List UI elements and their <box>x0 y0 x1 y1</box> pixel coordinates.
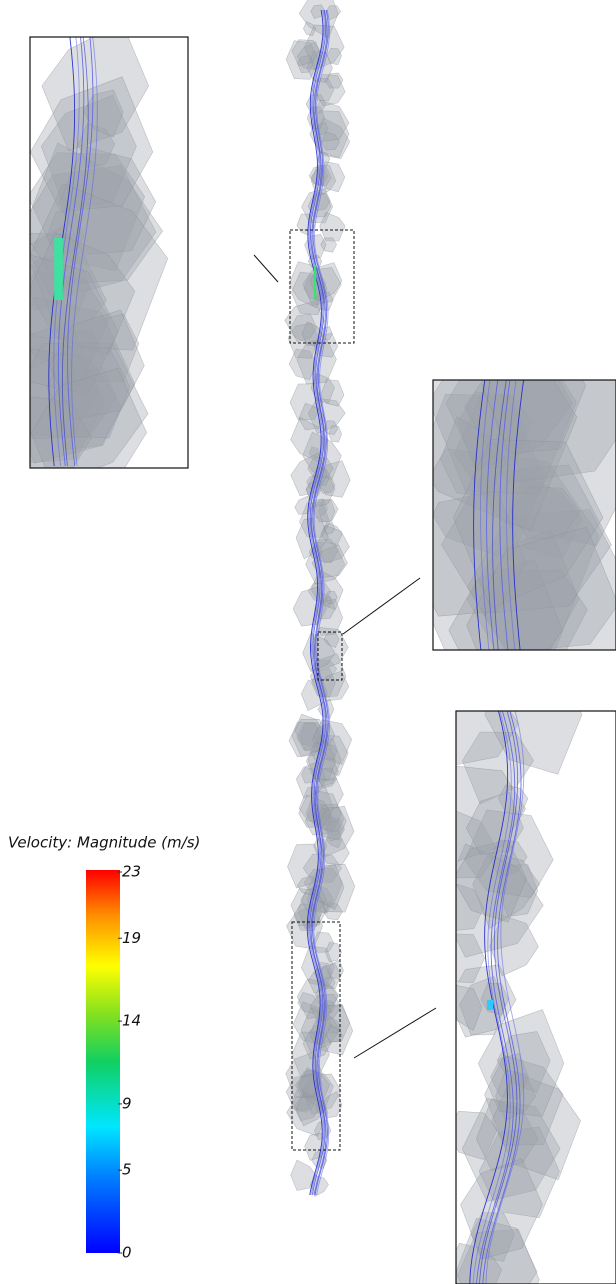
tick-label: 9 <box>122 1094 132 1112</box>
connector <box>354 1008 436 1058</box>
colorbar <box>86 870 120 1253</box>
main-flow <box>285 0 355 1197</box>
inset-2 <box>392 317 616 722</box>
inset-3 <box>428 660 582 1284</box>
figure: Velocity: Magnitude (m/s) 23 19 14 9 5 0 <box>0 0 616 1284</box>
tick-label: 14 <box>122 1012 141 1030</box>
legend-title: Velocity: Magnitude (m/s) <box>8 834 200 852</box>
connector <box>343 578 420 634</box>
tick-label: 19 <box>122 929 141 947</box>
inset-1 <box>0 23 168 506</box>
colorbar-ticks: 23 19 14 9 5 0 <box>118 863 141 1262</box>
connector <box>254 255 278 282</box>
tick-label: 0 <box>122 1244 132 1262</box>
tick-label: 23 <box>122 863 141 881</box>
tick-label: 5 <box>122 1161 132 1179</box>
